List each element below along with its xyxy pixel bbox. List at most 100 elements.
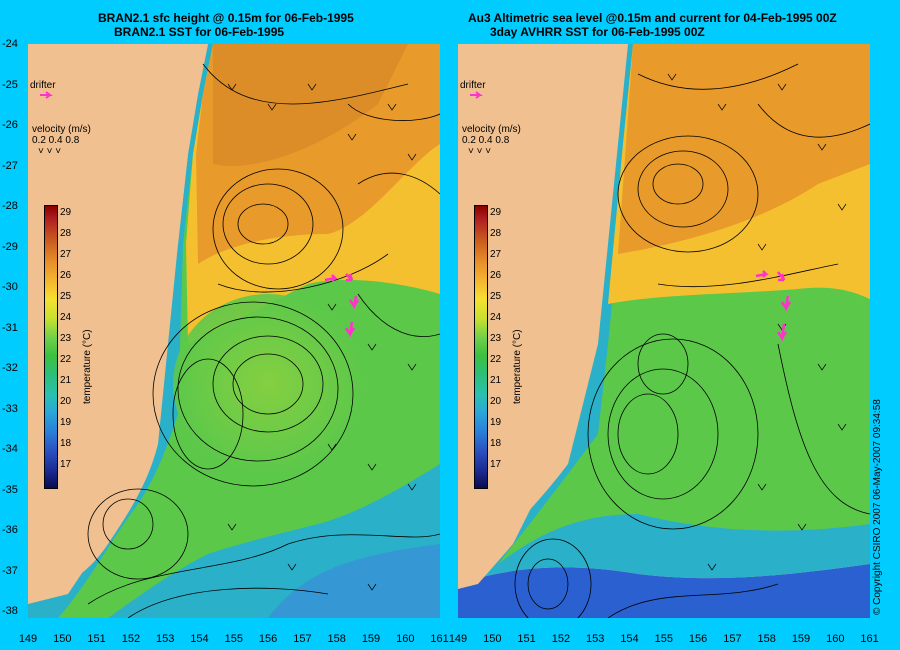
colorbar-tick: 23 — [60, 333, 72, 344]
right-velocity-scale: 0.2 0.4 0.8 — [462, 135, 510, 146]
left-map-svg — [28, 44, 440, 618]
longitude-tick: 155 — [654, 633, 673, 645]
colorbar-tick: 29 — [490, 207, 502, 218]
latitude-tick: -38 — [2, 605, 18, 617]
right-map-panel[interactable]: drifter velocity (m/s) 0.2 0.4 0.8 ˅ ˅ ˅… — [458, 44, 870, 618]
longitude-tick: 160 — [396, 633, 415, 645]
colorbar-tick: 22 — [60, 354, 72, 365]
longitude-tick: 160 — [826, 633, 845, 645]
ocean-coldest-region — [458, 564, 870, 618]
longitude-tick: 154 — [620, 633, 639, 645]
longitude-tick: 161 — [430, 633, 449, 645]
latitude-tick: -24 — [2, 38, 18, 50]
colorbar-tick: 23 — [490, 333, 502, 344]
copyright-notice: © Copyright CSIRO 2007 06-May-2007 09:34… — [872, 399, 883, 615]
longitude-tick: 159 — [791, 633, 811, 645]
longitude-tick: 153 — [156, 633, 175, 645]
right-colorbar — [474, 205, 488, 489]
colorbar-tick: 29 — [60, 207, 72, 218]
latitude-tick: -35 — [2, 483, 18, 496]
longitude-tick: 159 — [361, 633, 381, 645]
latitude-tick: -30 — [2, 281, 18, 293]
colorbar-tick: 19 — [490, 417, 502, 428]
sea-level-contours — [87, 63, 440, 618]
right-colorbar-title: temperature (°C) — [512, 329, 523, 404]
longitude-tick: 152 — [121, 633, 141, 645]
latitude-tick: -33 — [2, 402, 18, 415]
colorbar-tick: 25 — [60, 291, 72, 302]
colorbar-tick: 17 — [490, 459, 502, 470]
right-map-svg — [458, 44, 870, 618]
colorbar-tick: 20 — [60, 396, 72, 407]
right-title-line1: Au3 Altimetric sea level @0.15m and curr… — [468, 11, 837, 25]
left-colorbar — [44, 205, 58, 489]
latitude-tick: -37 — [2, 564, 18, 577]
left-title-line1: BRAN2.1 sfc height @ 0.15m for 06-Feb-19… — [98, 11, 354, 25]
ocean-warm-region — [618, 44, 870, 254]
left-colorbar-title: temperature (°C) — [82, 329, 93, 404]
drifter-legend-arrow — [470, 91, 483, 99]
left-velocity-glyphs: ˅ ˅ ˅ — [38, 146, 62, 157]
drifter-track — [755, 270, 792, 342]
longitude-tick: 157 — [293, 633, 312, 645]
latitude-tick: -29 — [2, 240, 18, 253]
land-mass — [28, 44, 208, 604]
longitude-tick: 149 — [448, 633, 468, 645]
colorbar-tick: 20 — [490, 396, 502, 407]
colorbar-tick: 19 — [60, 417, 72, 428]
right-title-line2: 3day AVHRR SST for 06-Feb-1995 00Z — [490, 25, 705, 39]
colorbar-tick: 26 — [490, 270, 502, 281]
longitude-tick: 151 — [87, 633, 106, 645]
left-velocity-label: velocity (m/s) — [32, 124, 91, 135]
ocean-warmer-band — [213, 44, 408, 166]
velocity-arrows — [667, 73, 847, 571]
longitude-tick: 158 — [327, 633, 346, 645]
latitude-tick: -34 — [2, 443, 18, 455]
colorbar-tick: 24 — [490, 312, 502, 323]
right-velocity-label: velocity (m/s) — [462, 124, 521, 135]
latitude-tick: -27 — [2, 159, 18, 172]
drifter-track — [324, 273, 360, 338]
colorbar-tick: 28 — [60, 228, 72, 239]
left-title-line2: BRAN2.1 SST for 06-Feb-1995 — [114, 25, 285, 39]
colorbar-tick: 17 — [60, 459, 72, 470]
colorbar-tick: 27 — [60, 249, 72, 260]
deep-blue-south — [268, 544, 440, 618]
longitude-tick: 158 — [757, 633, 776, 645]
longitude-tick: 157 — [723, 633, 742, 645]
longitude-tick: 150 — [53, 633, 72, 645]
latitude-tick: -28 — [2, 200, 18, 212]
colorbar-tick: 24 — [60, 312, 72, 323]
latitude-tick: -32 — [2, 362, 18, 374]
colorbar-tick: 28 — [490, 228, 502, 239]
latitude-tick: -31 — [2, 321, 18, 334]
colorbar-tick: 18 — [490, 438, 502, 449]
land-mass — [458, 44, 628, 589]
left-map-panel[interactable]: drifter velocity (m/s) 0.2 0.4 0.8 ˅ ˅ ˅… — [28, 44, 440, 618]
longitude-tick: 149 — [18, 633, 38, 645]
sea-level-contours — [514, 63, 870, 618]
longitude-tick: 154 — [190, 633, 209, 645]
longitude-tick: 152 — [551, 633, 571, 645]
right-drifter-label: drifter — [460, 80, 486, 91]
right-velocity-glyphs: ˅ ˅ ˅ — [468, 146, 492, 157]
velocity-arrows — [227, 83, 417, 591]
left-velocity-scale: 0.2 0.4 0.8 — [32, 135, 80, 146]
latitude-tick: -25 — [2, 78, 18, 91]
colorbar-tick: 25 — [490, 291, 502, 302]
drifter-legend-arrow — [40, 91, 53, 99]
left-drifter-label: drifter — [30, 80, 56, 91]
longitude-tick: 156 — [688, 633, 708, 645]
longitude-tick: 153 — [586, 633, 605, 645]
colorbar-tick: 26 — [60, 270, 72, 281]
colorbar-tick: 21 — [60, 375, 72, 386]
longitude-tick: 156 — [258, 633, 278, 645]
latitude-tick: -36 — [2, 524, 18, 536]
colorbar-tick: 21 — [490, 375, 502, 386]
longitude-tick: 155 — [224, 633, 243, 645]
colorbar-tick: 22 — [490, 354, 502, 365]
colorbar-tick: 27 — [490, 249, 502, 260]
longitude-tick: 150 — [483, 633, 502, 645]
longitude-tick: 161 — [860, 633, 879, 645]
longitude-tick: 151 — [517, 633, 536, 645]
